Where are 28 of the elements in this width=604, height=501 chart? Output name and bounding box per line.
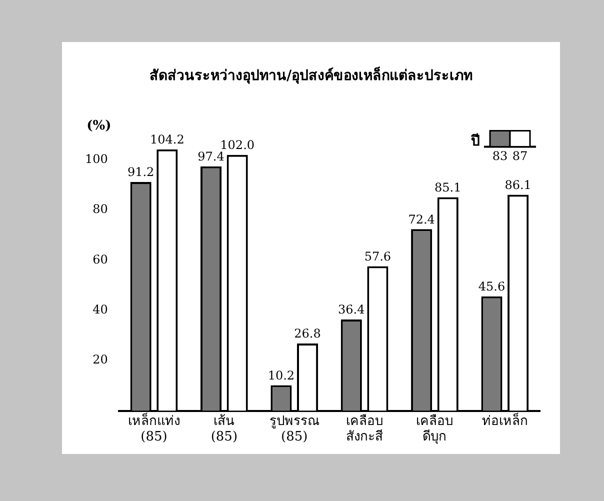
x-tick-label: เหล็กแท่ง (85): [128, 410, 180, 445]
y-tick-label: 100: [85, 152, 108, 166]
data-label: 104.2: [150, 132, 184, 146]
y-tick-label: 80: [92, 202, 108, 216]
y-tick-label: 40: [92, 302, 108, 317]
legend-title: ปี: [470, 133, 480, 150]
data-label: 86.1: [504, 178, 532, 192]
data-label: 36.4: [338, 302, 366, 317]
x-tick-label: เส้น (85): [210, 414, 238, 445]
data-label: 26.8: [294, 326, 321, 341]
y-tick-label: 20: [92, 352, 108, 367]
y-tick-label: 60: [92, 252, 108, 266]
data-label: 85.1: [434, 180, 462, 194]
data-label: 57.6: [364, 249, 392, 264]
data-label: 45.6: [478, 280, 506, 294]
y-axis-title: (%): [86, 118, 112, 134]
data-label: 10.2: [268, 368, 295, 382]
legend-label: 83: [492, 148, 508, 163]
x-tick-label: ท่อเหล็ก: [482, 410, 528, 429]
chart-title: สัดส่วนระหว่างอุปทาน/อุปสงค์ของเหล็กแต่ละประเภท: [149, 66, 473, 84]
data-label: 102.0: [220, 138, 255, 152]
x-tick-label: รูปพรรณ (85): [269, 414, 320, 445]
data-label: 91.2: [127, 165, 154, 180]
data-label: 97.4: [198, 150, 225, 164]
x-tick-label: เคลือบ สังกะสี: [346, 412, 384, 445]
legend-label: 87: [512, 148, 528, 163]
data-label: 72.4: [408, 212, 436, 226]
x-tick-label: เคลือบ ดีบุก: [416, 412, 454, 445]
